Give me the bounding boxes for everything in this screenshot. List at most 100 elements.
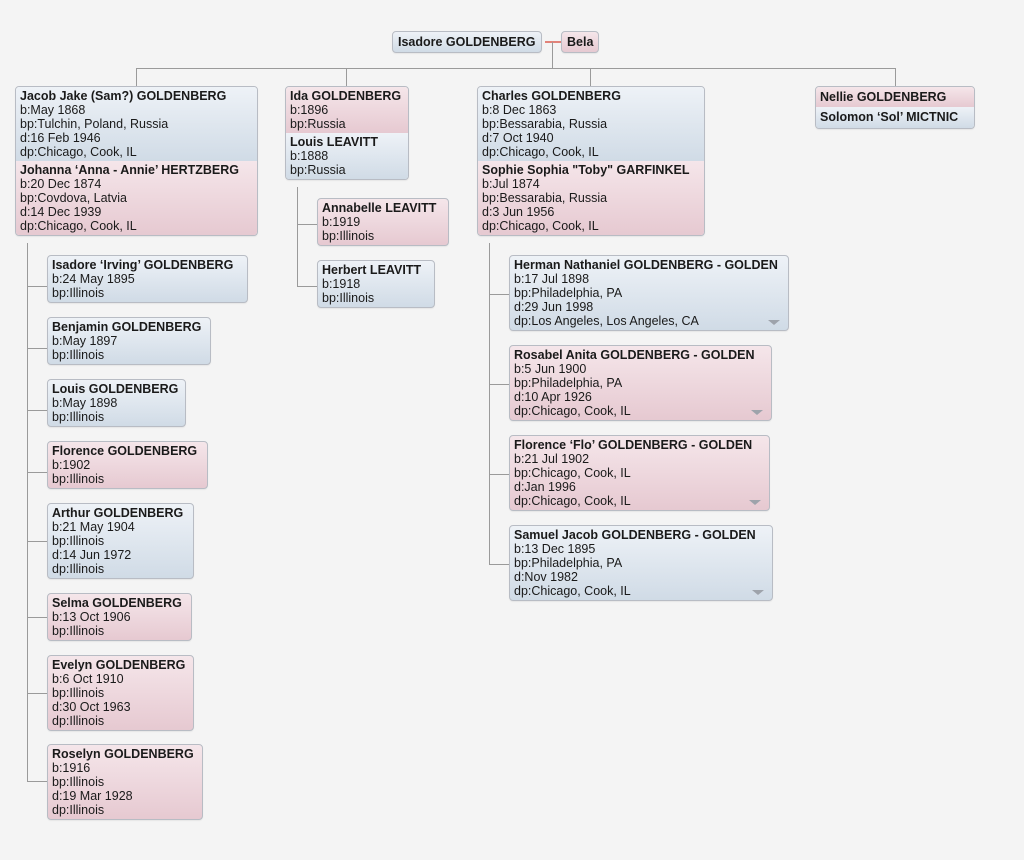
- branch-line: [27, 410, 48, 411]
- birth-date: b:24 May 1895: [52, 272, 135, 286]
- person-card-isadore[interactable]: Isadore GOLDENBERG: [392, 31, 542, 53]
- person-name: Herbert LEAVITT: [322, 263, 422, 277]
- death-place: dp:Chicago, Cook, IL: [482, 219, 599, 233]
- child-card-isadore-irving[interactable]: Isadore ‘Irving’ GOLDENBERG b:24 May 189…: [47, 255, 248, 303]
- person-name: Jacob Jake (Sam?) GOLDENBERG: [20, 89, 227, 103]
- disclosure-triangle-icon[interactable]: [752, 590, 764, 595]
- birth-place: bp:Tulchin, Poland, Russia: [20, 117, 169, 131]
- person-name: Roselyn GOLDENBERG: [52, 747, 194, 761]
- birth-place: bp:Philadelphia, PA: [514, 556, 623, 570]
- death-date: d:Jan 1996: [514, 480, 576, 494]
- child-card-evelyn[interactable]: Evelyn GOLDENBERG b:6 Oct 1910 bp:Illino…: [47, 655, 194, 731]
- death-date: d:Nov 1982: [514, 570, 578, 584]
- birth-place: bp:Russia: [290, 163, 346, 177]
- death-date: d:3 Jun 1956: [482, 205, 555, 219]
- person-name: Selma GOLDENBERG: [52, 596, 182, 610]
- child-card-benjamin[interactable]: Benjamin GOLDENBERG b:May 1897 bp:Illino…: [47, 317, 211, 365]
- branch-line: [489, 294, 509, 295]
- marriage-line: [545, 41, 561, 43]
- birth-date: b:21 May 1904: [52, 520, 135, 534]
- person-name: Bela: [567, 35, 594, 49]
- birth-place: bp:Illinois: [52, 348, 105, 362]
- birth-date: b:1918: [322, 277, 361, 291]
- spouse-louis-leavitt[interactable]: Louis LEAVITT b:1888 bp:Russia: [286, 133, 408, 179]
- child-card-florence-flo[interactable]: Florence ‘Flo’ GOLDENBERG - GOLDEN b:21 …: [509, 435, 770, 511]
- family-card-ida[interactable]: Ida GOLDENBERG b:1896 bp:Russia Louis LE…: [285, 86, 409, 180]
- person-name: Solomon ‘Sol’ MICTNIC: [820, 110, 959, 124]
- person-card-bela[interactable]: Bela: [561, 31, 600, 53]
- child-card-louis[interactable]: Louis GOLDENBERG b:May 1898 bp:Illinois: [47, 379, 186, 427]
- death-place: dp:Chicago, Cook, IL: [514, 584, 631, 598]
- birth-date: b:8 Dec 1863: [482, 103, 557, 117]
- person-name: Florence ‘Flo’ GOLDENBERG - GOLDEN: [514, 438, 753, 452]
- birth-date: b:21 Jul 1902: [514, 452, 590, 466]
- child-card-herbert[interactable]: Herbert LEAVITT b:1918 bp:Illinois: [317, 260, 435, 308]
- branch-line: [489, 474, 509, 475]
- death-date: d:14 Jun 1972: [52, 548, 132, 562]
- person-name: Louis LEAVITT: [290, 135, 378, 149]
- disclosure-triangle-icon[interactable]: [768, 320, 780, 325]
- person-name: Nellie GOLDENBERG: [820, 90, 947, 104]
- branch-line: [27, 541, 48, 542]
- child-card-annabelle[interactable]: Annabelle LEAVITT b:1919 bp:Illinois: [317, 198, 449, 246]
- birth-date: b:1902: [52, 458, 91, 472]
- birth-place: bp:Illinois: [52, 775, 105, 789]
- person-ida[interactable]: Ida GOLDENBERG b:1896 bp:Russia: [286, 87, 408, 133]
- branch-line: [297, 286, 317, 287]
- spouse-sophie[interactable]: Sophie Sophia "Toby" GARFINKEL b:Jul 187…: [478, 161, 704, 235]
- birth-date: b:1896: [290, 103, 329, 117]
- sibling-bar: [136, 68, 896, 69]
- birth-place: bp:Illinois: [52, 686, 105, 700]
- birth-place: bp:Illinois: [52, 534, 105, 548]
- birth-date: b:1916: [52, 761, 91, 775]
- birth-place: bp:Illinois: [322, 291, 375, 305]
- branch-line: [27, 617, 48, 618]
- person-name: Arthur GOLDENBERG: [52, 506, 184, 520]
- person-name: Rosabel Anita GOLDENBERG - GOLDEN: [514, 348, 755, 362]
- branch-line: [297, 224, 317, 225]
- disclosure-triangle-icon[interactable]: [749, 500, 761, 505]
- branch-line: [489, 564, 509, 565]
- family-card-nellie[interactable]: Nellie GOLDENBERG Solomon ‘Sol’ MICTNIC: [815, 86, 975, 129]
- disclosure-triangle-icon[interactable]: [751, 410, 763, 415]
- person-name: Samuel Jacob GOLDENBERG - GOLDEN: [514, 528, 756, 542]
- person-name: Isadore GOLDENBERG: [398, 35, 536, 49]
- drop-line-charles: [590, 68, 591, 87]
- person-jacob[interactable]: Jacob Jake (Sam?) GOLDENBERG b:May 1868 …: [16, 87, 257, 161]
- child-card-arthur[interactable]: Arthur GOLDENBERG b:21 May 1904 bp:Illin…: [47, 503, 194, 579]
- branch-line: [27, 286, 48, 287]
- birth-place: bp:Illinois: [52, 410, 105, 424]
- branch-line: [27, 693, 48, 694]
- child-card-herman[interactable]: Herman Nathaniel GOLDENBERG - GOLDEN b:1…: [509, 255, 789, 331]
- child-card-roselyn[interactable]: Roselyn GOLDENBERG b:1916 bp:Illinois d:…: [47, 744, 203, 820]
- spouse-johanna[interactable]: Johanna ‘Anna - Annie’ HERTZBERG b:20 De…: [16, 161, 257, 235]
- family-card-charles[interactable]: Charles GOLDENBERG b:8 Dec 1863 bp:Bessa…: [477, 86, 705, 236]
- person-name: Herman Nathaniel GOLDENBERG - GOLDEN: [514, 258, 778, 272]
- birth-date: b:13 Dec 1895: [514, 542, 596, 556]
- branch-line: [27, 781, 48, 782]
- person-name: Ida GOLDENBERG: [290, 89, 402, 103]
- birth-place: bp:Bessarabia, Russia: [482, 191, 608, 205]
- family-card-jacob[interactable]: Jacob Jake (Sam?) GOLDENBERG b:May 1868 …: [15, 86, 258, 236]
- child-card-selma[interactable]: Selma GOLDENBERG b:13 Oct 1906 bp:Illino…: [47, 593, 192, 641]
- person-name: Isadore ‘Irving’ GOLDENBERG: [52, 258, 234, 272]
- death-date: d:16 Feb 1946: [20, 131, 101, 145]
- child-card-florence[interactable]: Florence GOLDENBERG b:1902 bp:Illinois: [47, 441, 208, 489]
- birth-date: b:5 Jun 1900: [514, 362, 587, 376]
- spouse-solomon[interactable]: Solomon ‘Sol’ MICTNIC: [816, 107, 974, 128]
- death-place: dp:Chicago, Cook, IL: [514, 404, 631, 418]
- birth-date: b:6 Oct 1910: [52, 672, 124, 686]
- birth-date: b:May 1868: [20, 103, 86, 117]
- person-name: Charles GOLDENBERG: [482, 89, 621, 103]
- birth-place: bp:Covdova, Latvia: [20, 191, 128, 205]
- person-charles[interactable]: Charles GOLDENBERG b:8 Dec 1863 bp:Bessa…: [478, 87, 704, 161]
- person-name: Annabelle LEAVITT: [322, 201, 437, 215]
- person-nellie[interactable]: Nellie GOLDENBERG: [816, 87, 974, 107]
- birth-date: b:May 1898: [52, 396, 118, 410]
- death-place: dp:Chicago, Cook, IL: [482, 145, 599, 159]
- death-place: dp:Illinois: [52, 803, 105, 817]
- child-card-samuel[interactable]: Samuel Jacob GOLDENBERG - GOLDEN b:13 De…: [509, 525, 773, 601]
- death-place: dp:Chicago, Cook, IL: [20, 145, 137, 159]
- child-card-rosabel[interactable]: Rosabel Anita GOLDENBERG - GOLDEN b:5 Ju…: [509, 345, 772, 421]
- children-trunk-ida: [297, 187, 298, 286]
